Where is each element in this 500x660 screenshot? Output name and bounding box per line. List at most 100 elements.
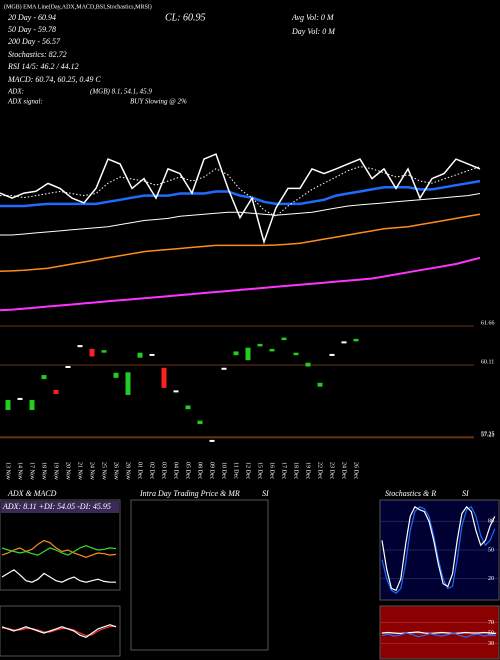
x-tick-label: 19 Nov <box>53 462 59 480</box>
candle <box>305 362 311 367</box>
x-tick-label: 05 Dec <box>185 462 191 479</box>
y-tick-label: 30 <box>488 641 494 647</box>
y-tick-label: 20 <box>488 576 494 582</box>
x-tick-label: 09 Dec <box>209 462 215 479</box>
x-tick-label: 14 Nov <box>17 462 23 480</box>
candle <box>185 405 191 410</box>
x-tick-label: 02 Dec <box>149 462 155 479</box>
candle <box>77 345 83 348</box>
x-tick-label: 18 Dec <box>293 462 299 479</box>
candle <box>317 382 323 387</box>
y-tick-label: 57.25 <box>481 431 495 437</box>
x-tick-label: 23 Dec <box>329 462 335 479</box>
adx-line <box>1 569 116 583</box>
macd-label: MACD: 60.74, 60.25, 0.49 C <box>7 75 101 84</box>
stoch-title: Stochastics & R <box>385 489 436 498</box>
candle <box>353 338 359 342</box>
stoch-line <box>381 505 496 594</box>
price-line <box>0 213 481 273</box>
avg-vol: Avg Vol: 0 M <box>291 13 335 22</box>
candle <box>293 352 299 356</box>
adx-label: ADX: <box>7 88 24 96</box>
y-tick-label: 70 <box>488 620 494 626</box>
x-tick-label: 13 Nov <box>5 462 11 480</box>
y-tick-label: 50 <box>488 547 494 553</box>
stoch-title-end: SI <box>462 489 469 498</box>
x-tick-label: 04 Dec <box>173 462 179 479</box>
price-line <box>0 179 481 208</box>
adx-box <box>0 499 121 591</box>
macd-line <box>1 624 117 638</box>
macd-box <box>0 605 121 657</box>
adx-values: (MGB) 8.1, 54.1, 45.9 <box>90 88 152 96</box>
adx-line <box>1 539 117 558</box>
adx-readout-bg <box>1 501 119 513</box>
x-tick-label: 24 Nov <box>89 462 95 480</box>
x-tick-label: 21 Nov <box>77 462 83 480</box>
day-vol: Day Vol: 0 M <box>291 27 336 36</box>
candle <box>161 367 167 388</box>
ema50-label: 50 Day - 59.78 <box>8 25 56 34</box>
price-line <box>0 256 481 312</box>
candle <box>245 347 251 361</box>
adx-signal-label: ADX signal: <box>7 98 43 106</box>
close-price: CL: 60.95 <box>165 12 206 23</box>
rsi-label: RSI 14/5: 46.2 / 44.12 <box>7 62 79 71</box>
x-tick-label: 18 Nov <box>41 462 47 480</box>
ema200-label: 200 Day - 56.57 <box>8 37 61 46</box>
candle <box>101 350 107 353</box>
candle <box>341 341 347 344</box>
candle <box>269 348 275 352</box>
intraday-box <box>130 499 269 651</box>
candle <box>257 343 263 347</box>
candle <box>329 353 335 356</box>
x-tick-label: 10 Dec <box>221 462 227 479</box>
stoch-line <box>381 505 496 592</box>
candle <box>233 351 239 356</box>
x-tick-label: 08 Dec <box>197 462 203 479</box>
x-tick-label: 24 Dec <box>341 462 347 479</box>
candle <box>89 348 95 357</box>
candle <box>137 352 143 358</box>
x-tick-label: 01 Dec <box>137 462 143 479</box>
x-tick-label: 16 Dec <box>269 462 275 479</box>
candle <box>65 366 71 369</box>
x-tick-label: 20 Nov <box>65 462 71 480</box>
candle <box>173 390 179 393</box>
candle <box>209 439 215 442</box>
y-tick-label: 60.11 <box>481 359 494 365</box>
adx-line <box>1 545 117 556</box>
adx-title: ADX & MACD <box>7 489 57 498</box>
y-tick-label: 57.21 <box>481 432 495 438</box>
top-line: (MGB) EMA Line(Day,ADX,MACD,BSI,Stochast… <box>4 3 152 10</box>
candle <box>29 399 35 410</box>
candle <box>53 389 59 394</box>
candle <box>113 372 119 378</box>
x-tick-label: 25 Nov <box>101 462 107 480</box>
price-line <box>0 166 481 217</box>
candle <box>17 397 23 400</box>
stochastics-label: Stochastics: 82.72 <box>8 50 67 59</box>
macd-line <box>1 625 116 637</box>
x-tick-label: 28 Nov <box>125 462 131 480</box>
intraday-title: Intra Day Trading Price & MR <box>139 489 240 498</box>
x-tick-label: 11 Dec <box>233 462 239 479</box>
candle <box>125 372 131 395</box>
x-tick-label: 26 Nov <box>113 462 119 480</box>
price-line <box>0 153 481 245</box>
price-line <box>0 193 481 236</box>
x-tick-label: 17 Dec <box>281 462 287 479</box>
x-tick-label: 22 Dec <box>317 462 323 479</box>
intraday-title-end: SI <box>262 489 269 498</box>
candle <box>197 420 203 425</box>
x-tick-label: 17 Nov <box>29 462 35 480</box>
rsi-line <box>381 632 497 638</box>
y-tick-label: 80 <box>488 519 494 525</box>
x-tick-label: 26 Dec <box>353 462 359 479</box>
x-tick-label: 12 Dec <box>245 462 251 479</box>
candle <box>221 367 227 370</box>
x-tick-label: 19 Dec <box>305 462 311 479</box>
candle <box>281 337 287 341</box>
